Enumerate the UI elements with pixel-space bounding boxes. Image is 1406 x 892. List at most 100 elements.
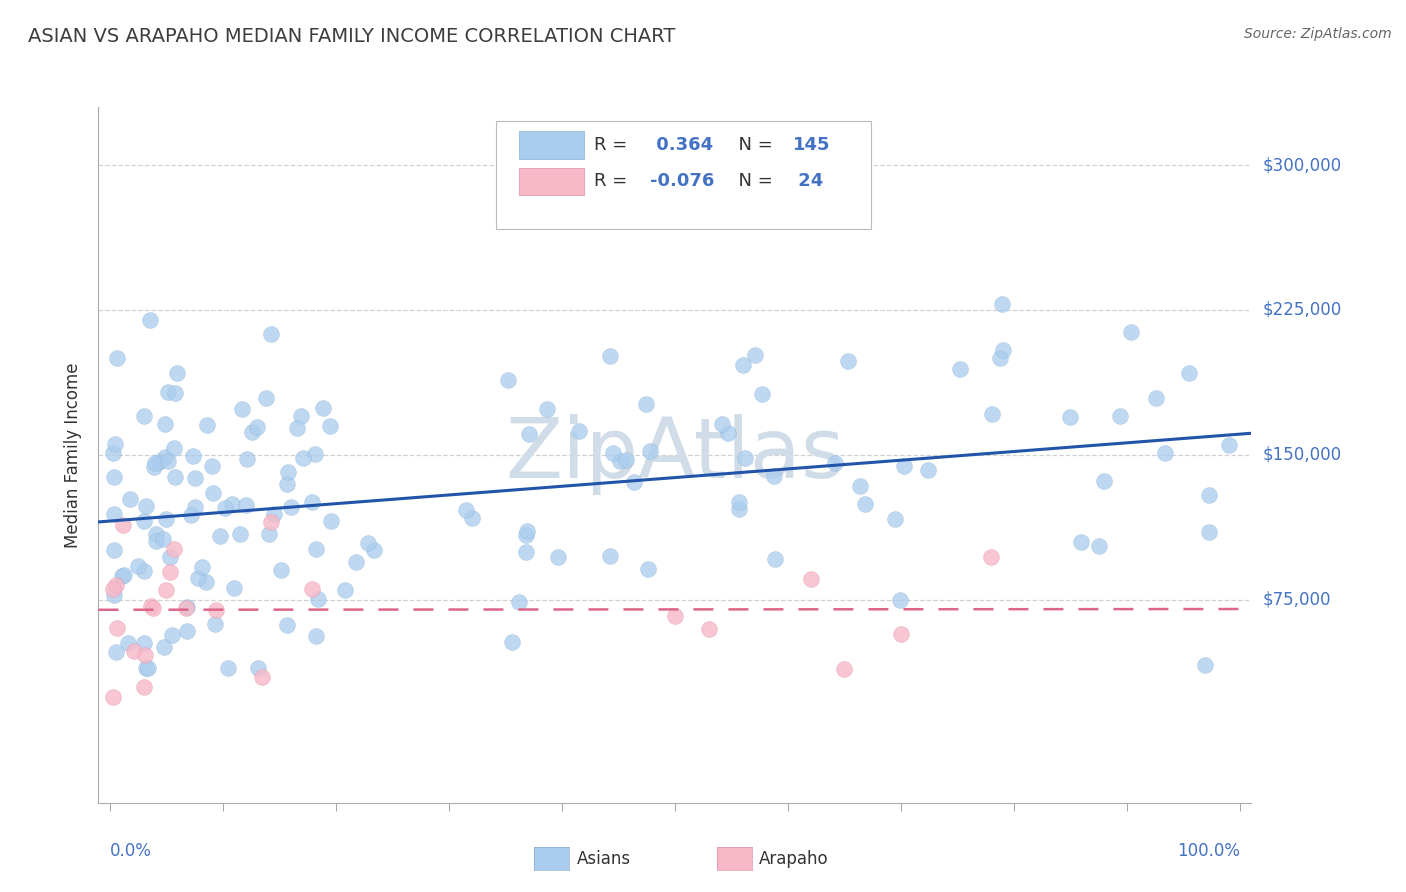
Point [111, 569, 134, 583]
Point [201, 459, 224, 474]
Point [101, 690, 124, 704]
Point [515, 545, 537, 559]
Point [153, 640, 176, 654]
Point [155, 512, 177, 526]
Point [105, 645, 128, 659]
Point [1153, 446, 1175, 460]
Point [176, 600, 198, 615]
Point [501, 634, 523, 648]
Point [135, 500, 157, 514]
Point [799, 572, 821, 586]
Point [153, 450, 176, 465]
Point [163, 441, 186, 455]
Point [104, 578, 127, 592]
Point [176, 624, 198, 638]
Point [990, 351, 1012, 365]
Point [263, 507, 285, 521]
Point [751, 387, 773, 401]
Point [664, 608, 686, 623]
Point [143, 459, 166, 474]
Point [117, 636, 139, 650]
Point [567, 424, 589, 438]
Point [180, 508, 202, 523]
Point [152, 532, 174, 546]
Point [357, 536, 380, 550]
Point [614, 453, 637, 467]
Text: 145: 145 [793, 136, 830, 153]
Point [763, 469, 786, 483]
Point [637, 562, 659, 576]
Point [305, 629, 328, 643]
Point [142, 600, 165, 615]
Point [221, 497, 243, 511]
Point [277, 465, 299, 479]
Point [156, 384, 179, 399]
Point [134, 648, 156, 663]
Point [111, 517, 134, 532]
Point [728, 495, 751, 509]
Point [139, 599, 162, 613]
Point [949, 362, 972, 376]
Point [1178, 366, 1201, 380]
Point [143, 457, 166, 471]
Point [623, 475, 645, 490]
Text: N =: N = [727, 172, 779, 191]
Text: 0.364: 0.364 [650, 136, 713, 153]
FancyBboxPatch shape [519, 168, 583, 195]
Text: R =: R = [595, 136, 633, 153]
Point [260, 326, 283, 341]
Point [734, 451, 756, 466]
Point [195, 418, 218, 433]
Point [990, 297, 1012, 311]
Point [638, 444, 661, 458]
Point [240, 425, 263, 440]
Point [1092, 475, 1115, 489]
Point [104, 437, 127, 451]
Point [1218, 438, 1240, 452]
Point [153, 417, 176, 431]
Point [599, 349, 621, 363]
Point [889, 593, 911, 607]
Point [1194, 657, 1216, 672]
Text: Asians: Asians [576, 850, 630, 868]
Point [204, 617, 226, 632]
Point [134, 409, 156, 423]
Point [980, 407, 1002, 421]
Point [301, 582, 323, 597]
Point [1198, 488, 1220, 502]
Text: $150,000: $150,000 [1263, 446, 1341, 464]
Point [890, 627, 912, 641]
Text: ASIAN VS ARAPAHO MEDIAN FAMILY INCOME CORRELATION CHART: ASIAN VS ARAPAHO MEDIAN FAMILY INCOME CO… [28, 27, 675, 45]
Point [163, 470, 186, 484]
Point [157, 454, 180, 468]
Point [285, 421, 308, 435]
FancyBboxPatch shape [496, 121, 870, 229]
Point [183, 471, 205, 485]
Point [304, 447, 326, 461]
Point [333, 582, 356, 597]
Point [883, 511, 905, 525]
Text: N =: N = [727, 136, 779, 153]
Point [132, 564, 155, 578]
Point [1198, 524, 1220, 539]
Point [276, 476, 298, 491]
Point [547, 549, 569, 564]
Text: $300,000: $300,000 [1263, 156, 1341, 174]
Point [122, 644, 145, 658]
Point [260, 516, 283, 530]
Point [717, 425, 740, 440]
Point [101, 582, 124, 597]
Text: ZipAtlas: ZipAtlas [505, 415, 845, 495]
Point [155, 582, 177, 597]
Point [148, 455, 170, 469]
Point [733, 358, 755, 372]
Point [824, 456, 846, 470]
Point [103, 588, 125, 602]
Point [744, 348, 766, 362]
Point [252, 670, 274, 684]
Text: Arapaho: Arapaho [759, 850, 830, 868]
Point [834, 662, 856, 676]
Point [917, 463, 939, 477]
Point [254, 391, 277, 405]
Point [1088, 539, 1111, 553]
